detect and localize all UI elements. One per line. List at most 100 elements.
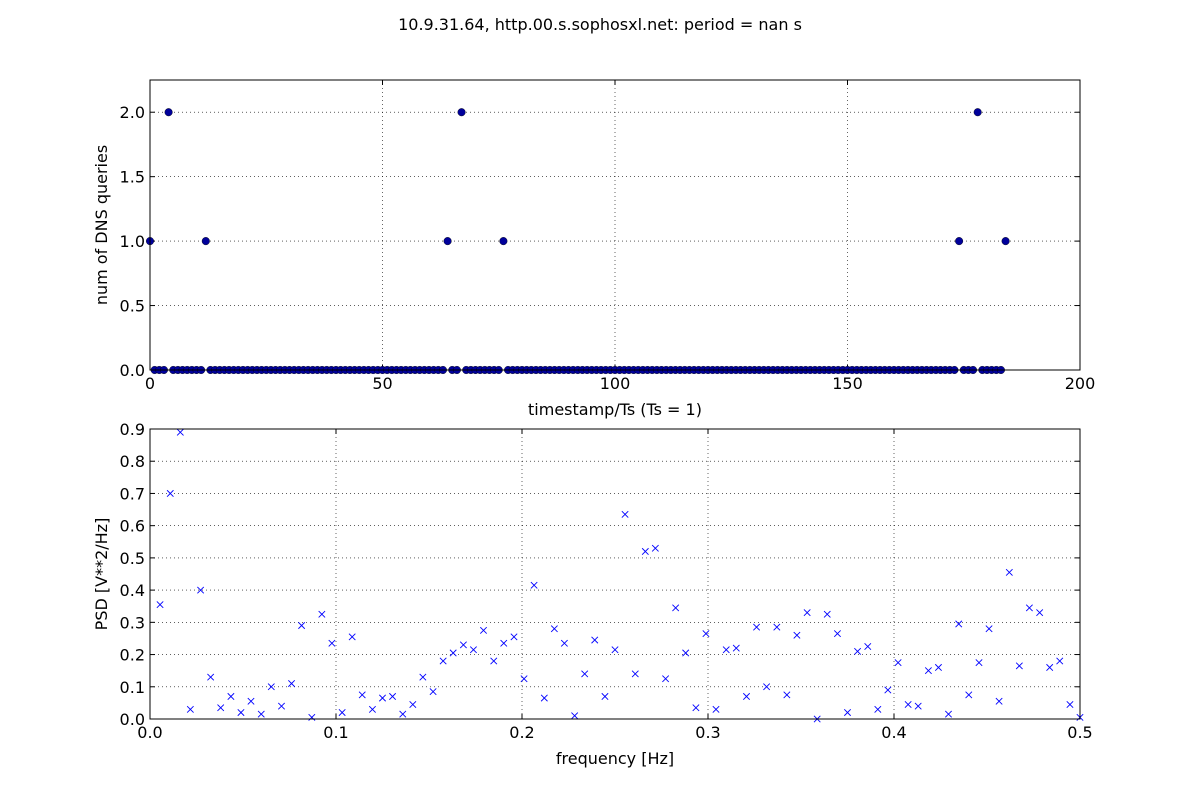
x-axis-label: frequency [Hz]	[556, 749, 674, 768]
data-point	[227, 692, 235, 700]
data-point	[217, 704, 225, 712]
x-tick-label: 50	[372, 374, 392, 393]
data-point	[773, 623, 781, 631]
data-point	[550, 625, 558, 633]
data-point	[662, 675, 670, 683]
data-point	[439, 657, 447, 665]
data-point	[1005, 568, 1013, 576]
data-point	[186, 705, 194, 713]
data-point	[479, 626, 488, 634]
data-point	[237, 709, 245, 717]
data-point	[164, 108, 173, 117]
plot-area	[150, 429, 1080, 719]
data-point	[1001, 237, 1010, 246]
data-point	[973, 108, 982, 117]
y-tick-label: 0.5	[120, 297, 145, 316]
data-point	[389, 692, 397, 700]
data-point	[399, 710, 407, 718]
data-point	[166, 489, 174, 497]
data-point	[833, 630, 841, 638]
data-point	[591, 636, 599, 644]
data-point	[742, 692, 751, 700]
x-tick-label: 0.0	[137, 723, 162, 742]
psd-plot: 0.0 0.1 0.2 0.3 0.4 0.5 0.0 0.1 0.2 0.3 0.4 0.5 0.6 0…	[92, 420, 1093, 768]
data-point	[843, 709, 852, 717]
data-point	[1015, 662, 1023, 670]
y-tick-label: 0.3	[120, 613, 145, 632]
y-tick-label: 0.7	[120, 484, 145, 503]
data-point	[429, 688, 437, 696]
data-point	[803, 609, 811, 617]
data-point	[874, 705, 882, 713]
data-point	[571, 712, 579, 720]
data-point	[328, 639, 336, 647]
data-point	[722, 646, 730, 654]
data-point	[692, 704, 700, 712]
data-point	[864, 642, 872, 651]
y-tick-label: 0.1	[120, 678, 145, 697]
y-tick-label: 0.0	[120, 361, 145, 380]
x-tick-label: 200	[1065, 374, 1096, 393]
figure-title: 10.9.31.64, http.00.s.sophosxl.net: peri…	[398, 15, 802, 34]
data-point	[924, 667, 932, 675]
data-point	[914, 702, 922, 710]
data-point	[944, 710, 953, 718]
data-point	[955, 237, 964, 246]
data-point	[449, 649, 457, 657]
data-point	[257, 710, 265, 718]
data-point	[702, 630, 710, 638]
data-point	[500, 639, 508, 647]
x-axis-label: timestamp/Ts (Ts = 1)	[528, 400, 702, 419]
y-tick-label: 0.5	[120, 549, 145, 568]
y-tick-label: 0.0	[120, 710, 145, 729]
data-point	[530, 581, 538, 589]
data-point	[197, 586, 205, 594]
data-point	[823, 610, 831, 618]
data-point	[308, 713, 316, 721]
data-point	[884, 686, 892, 694]
data-point	[975, 659, 983, 667]
data-point	[894, 659, 902, 667]
data-point	[298, 622, 306, 630]
data-point	[520, 675, 528, 683]
data-point	[995, 697, 1003, 705]
data-point	[499, 237, 508, 246]
data-point	[1036, 609, 1044, 617]
x-tick-label: 0.4	[881, 723, 906, 742]
x-tick-label: 150	[832, 374, 863, 393]
data-point	[1066, 700, 1074, 709]
x-tick-label: 0	[145, 374, 155, 393]
data-point	[540, 694, 548, 702]
y-tick-label: 1.0	[120, 232, 145, 251]
data-point	[651, 544, 659, 552]
y-tick-label: 0.8	[120, 452, 145, 471]
data-point	[288, 680, 296, 688]
data-point	[267, 683, 275, 691]
y-tick-label: 2.0	[120, 103, 145, 122]
data-point	[443, 237, 452, 246]
plot-frame	[149, 79, 1081, 371]
data-point	[459, 641, 467, 649]
data-point	[277, 702, 286, 710]
data-point	[510, 633, 518, 641]
data-point	[176, 428, 184, 436]
data-point	[641, 547, 649, 555]
data-point	[560, 639, 568, 647]
data-point	[156, 601, 164, 609]
data-point	[419, 673, 427, 681]
y-axis-label: PSD [V**2/Hz]	[92, 518, 111, 631]
data-point	[581, 670, 589, 678]
data-point	[409, 700, 417, 709]
data-point	[712, 705, 720, 713]
data-point	[318, 610, 326, 618]
data-point	[348, 633, 356, 641]
data-point	[793, 631, 801, 639]
data-point	[934, 663, 942, 671]
data-point	[631, 670, 639, 678]
x-tick-label: 0.1	[323, 723, 348, 742]
data-point	[621, 510, 629, 518]
data-point	[490, 657, 498, 665]
data-point	[682, 649, 690, 657]
data-point	[965, 691, 973, 699]
